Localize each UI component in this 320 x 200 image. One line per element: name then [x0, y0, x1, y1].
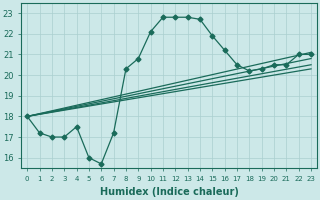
X-axis label: Humidex (Indice chaleur): Humidex (Indice chaleur) [100, 187, 239, 197]
